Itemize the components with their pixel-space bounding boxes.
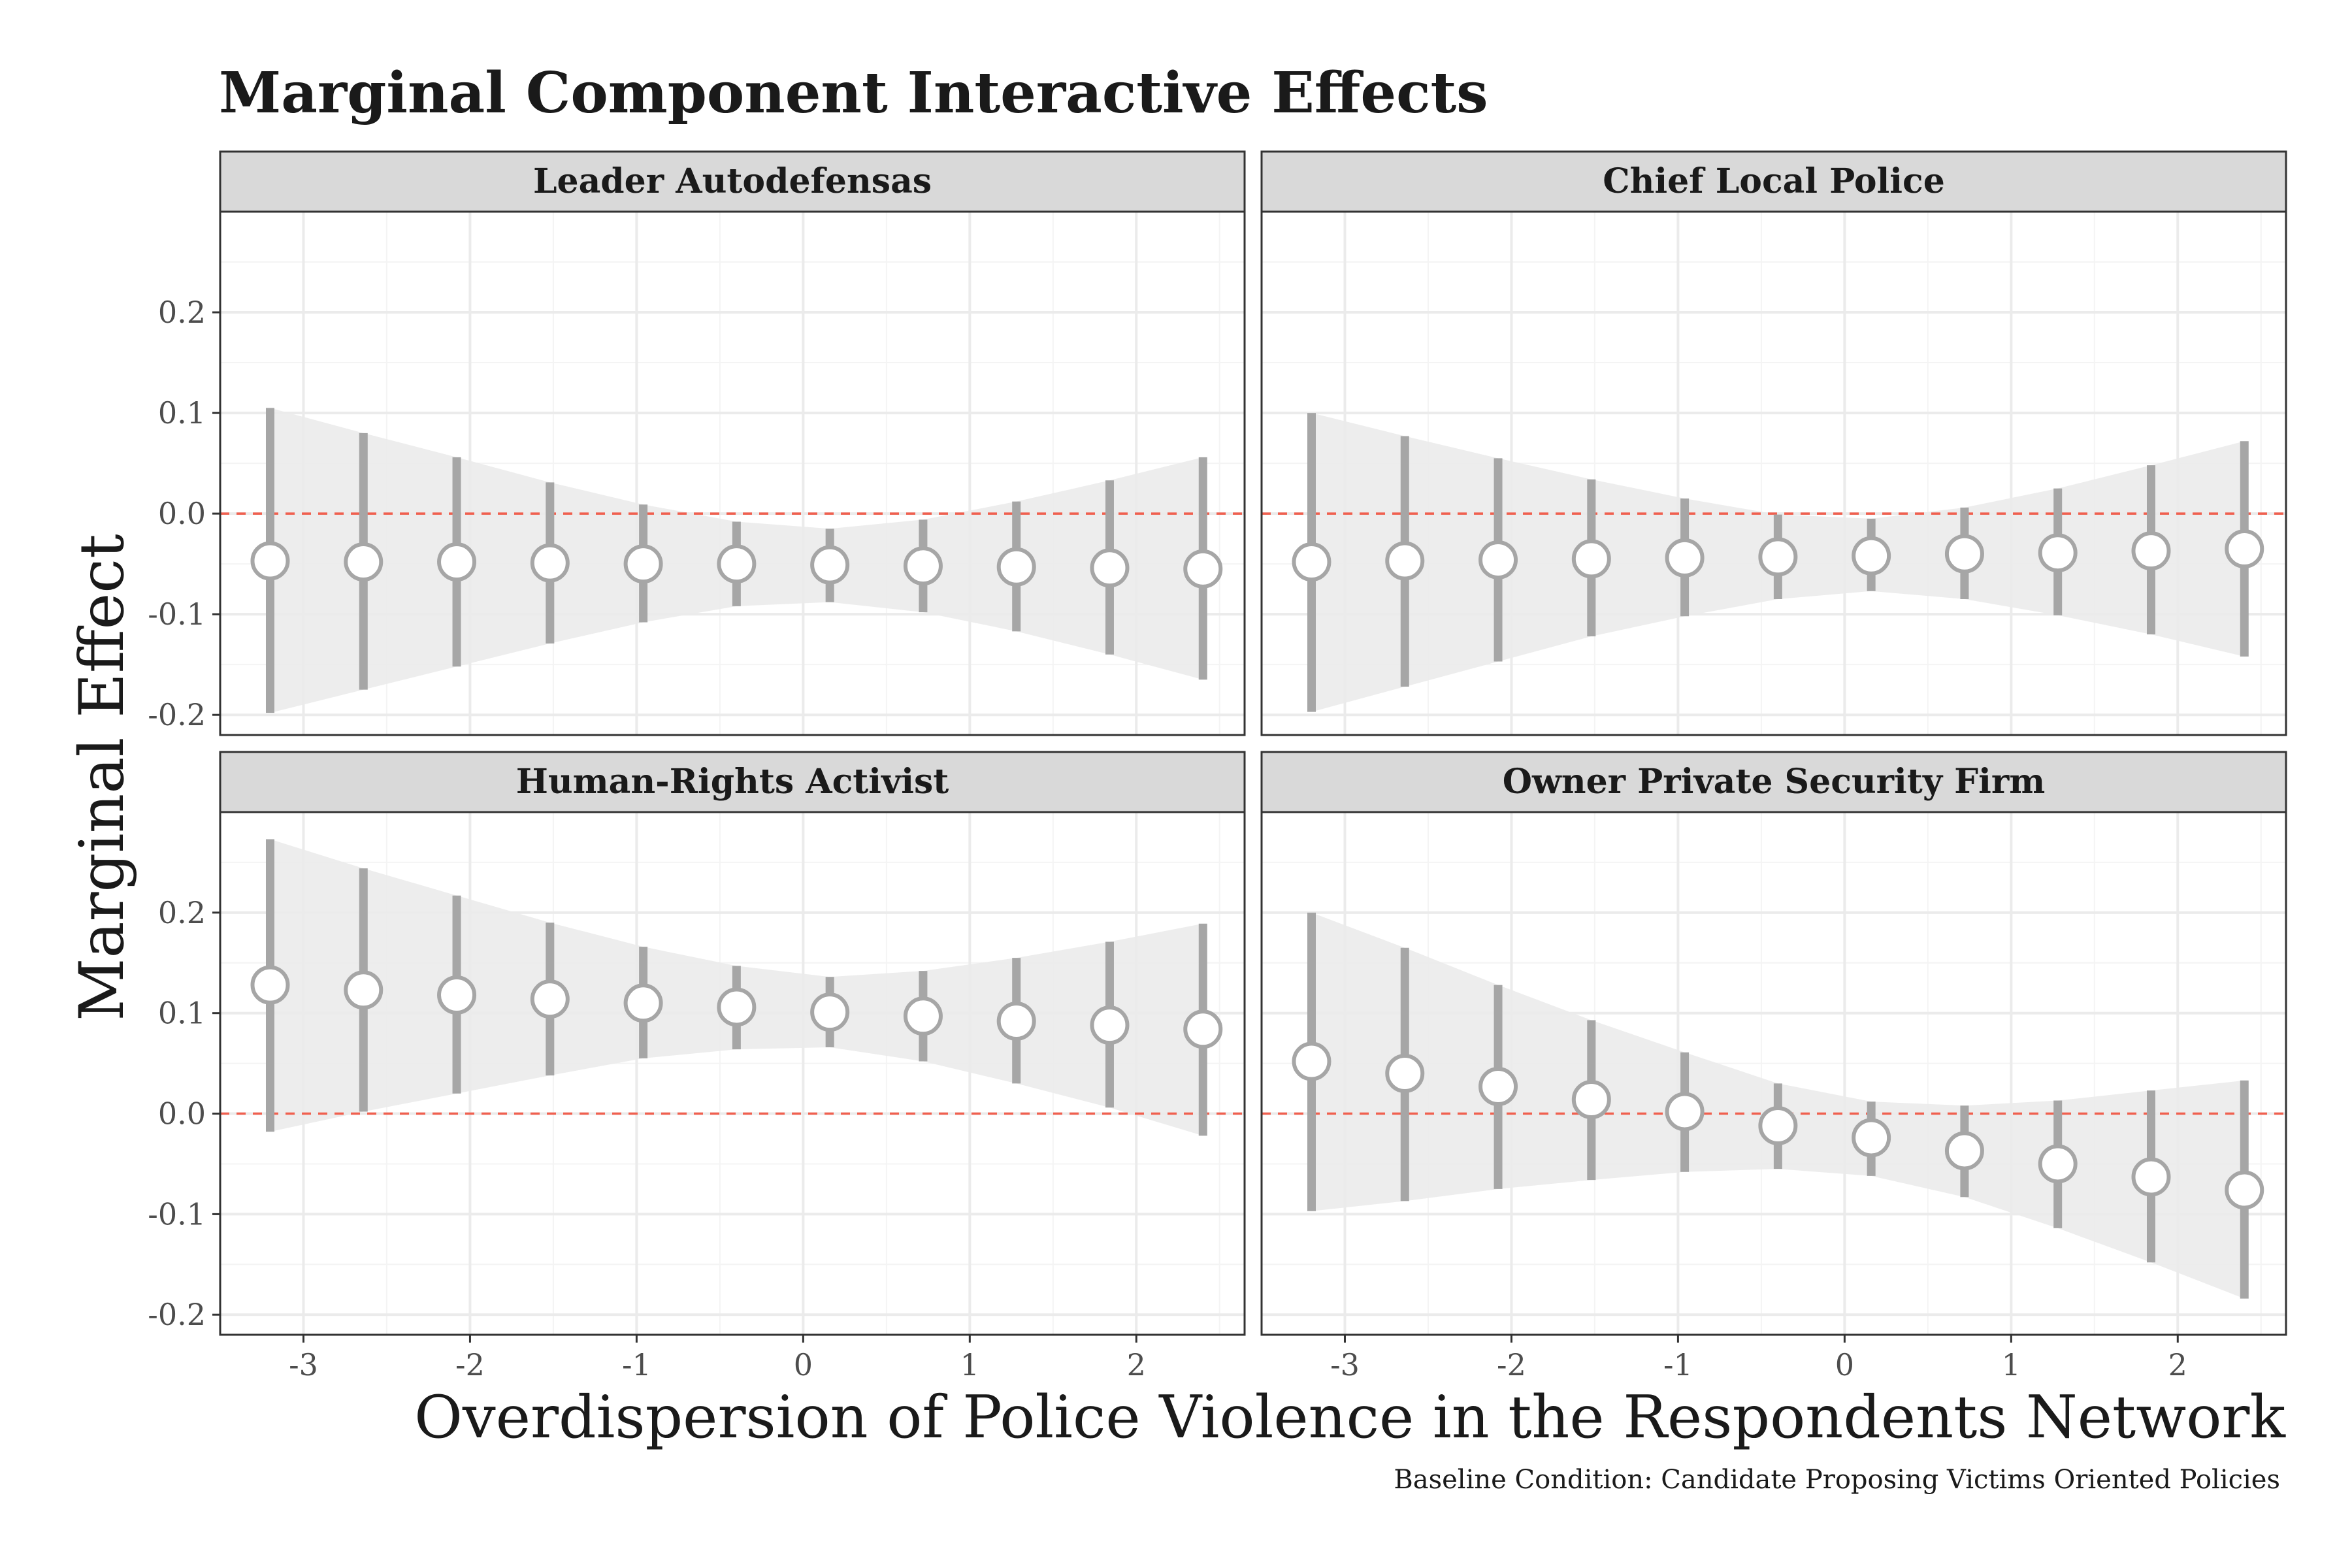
data-point: [1294, 1044, 1329, 1079]
x-tick-label: -2: [1497, 1347, 1526, 1382]
x-tick-label: 2: [1127, 1347, 1146, 1382]
data-point: [2227, 531, 2262, 566]
data-point: [1947, 536, 1982, 572]
data-point: [1185, 551, 1220, 587]
y-tick-label: -0.2: [148, 1297, 206, 1332]
y-tick-label: 0.0: [158, 1096, 206, 1132]
data-point: [1387, 544, 1422, 579]
chart-title: Marginal Component Interactive Effects: [219, 60, 1488, 126]
x-tick-label: -1: [622, 1347, 651, 1382]
data-point: [2133, 533, 2168, 568]
data-point: [439, 544, 474, 580]
data-point: [719, 989, 754, 1024]
facet-panel: Leader Autodefensas -0.2 -0.1 0.0 0.1 0.2: [148, 152, 1245, 735]
data-point: [1854, 538, 1889, 574]
data-point: [999, 1004, 1034, 1039]
y-tick-label: 0.0: [158, 496, 206, 531]
x-tick-label: 0: [1835, 1347, 1854, 1382]
facet-strip-label: Owner Private Security Firm: [1503, 762, 2046, 802]
data-point: [1574, 1082, 1609, 1117]
data-point: [2040, 1146, 2076, 1181]
data-point: [1480, 542, 1516, 578]
data-point: [532, 981, 568, 1017]
facet-panel: Human-Rights Activist -0.2 -0.1 0.0 0.1 0.2 -3…: [148, 752, 1245, 1382]
x-tick-label: 1: [960, 1347, 979, 1382]
x-tick-label: -1: [1663, 1347, 1693, 1382]
data-point: [252, 968, 287, 1003]
y-tick-label: 0.1: [158, 996, 206, 1031]
x-tick-label: -3: [289, 1347, 318, 1382]
facet-panel: Owner Private Security Firm -3 -2 -1 0 1 2: [1262, 752, 2286, 1382]
data-point: [1760, 1108, 1795, 1143]
data-point: [906, 548, 941, 583]
x-tick-label: -2: [455, 1347, 485, 1382]
data-point: [1947, 1133, 1982, 1168]
data-point: [1387, 1056, 1422, 1091]
x-tick-label: 0: [794, 1347, 813, 1382]
data-point: [626, 985, 661, 1021]
data-point: [1574, 541, 1609, 576]
data-point: [346, 544, 381, 580]
data-point: [1667, 1094, 1703, 1129]
x-tick-label: -3: [1330, 1347, 1360, 1382]
data-point: [2227, 1172, 2262, 1207]
data-point: [999, 549, 1034, 585]
data-point: [1667, 540, 1703, 576]
y-tick-label: -0.1: [148, 596, 206, 632]
data-point: [1294, 544, 1329, 580]
data-point: [532, 546, 568, 581]
facet-strip-label: Chief Local Police: [1603, 161, 1945, 201]
data-point: [2133, 1159, 2168, 1194]
y-tick-label: -0.2: [148, 697, 206, 732]
y-tick-label: 0.2: [158, 895, 206, 930]
x-tick-label: 1: [2002, 1347, 2021, 1382]
data-point: [2040, 535, 2076, 570]
chart-caption: Baseline Condition: Candidate Proposing …: [1394, 1465, 2280, 1495]
data-point: [1185, 1011, 1220, 1047]
y-axis-label: Marginal Effect: [67, 534, 138, 1021]
data-point: [812, 994, 847, 1030]
data-point: [1092, 1007, 1127, 1043]
y-tick-label: 0.1: [158, 395, 206, 431]
data-point: [1480, 1069, 1516, 1104]
x-axis-label: Overdispersion of Police Violence in the…: [414, 1383, 2286, 1452]
y-tick-label: 0.2: [158, 295, 206, 330]
facet-strip-label: Leader Autodefensas: [533, 161, 932, 201]
facet-panel: Chief Local Police: [1262, 152, 2286, 735]
facet-strip-label: Human-Rights Activist: [516, 762, 949, 802]
data-point: [1854, 1120, 1889, 1155]
data-point: [626, 546, 661, 581]
y-tick-label: -0.1: [148, 1196, 206, 1232]
facet-panels: Leader Autodefensas -0.2 -0.1 0.0 0.1 0.2 Chie…: [148, 152, 2286, 1382]
data-point: [812, 547, 847, 583]
data-point: [252, 544, 287, 579]
data-point: [719, 546, 754, 581]
data-point: [439, 977, 474, 1013]
data-point: [1092, 550, 1127, 585]
data-point: [906, 998, 941, 1034]
data-point: [1760, 539, 1795, 574]
data-point: [346, 972, 381, 1007]
x-tick-label: 2: [2168, 1347, 2187, 1382]
